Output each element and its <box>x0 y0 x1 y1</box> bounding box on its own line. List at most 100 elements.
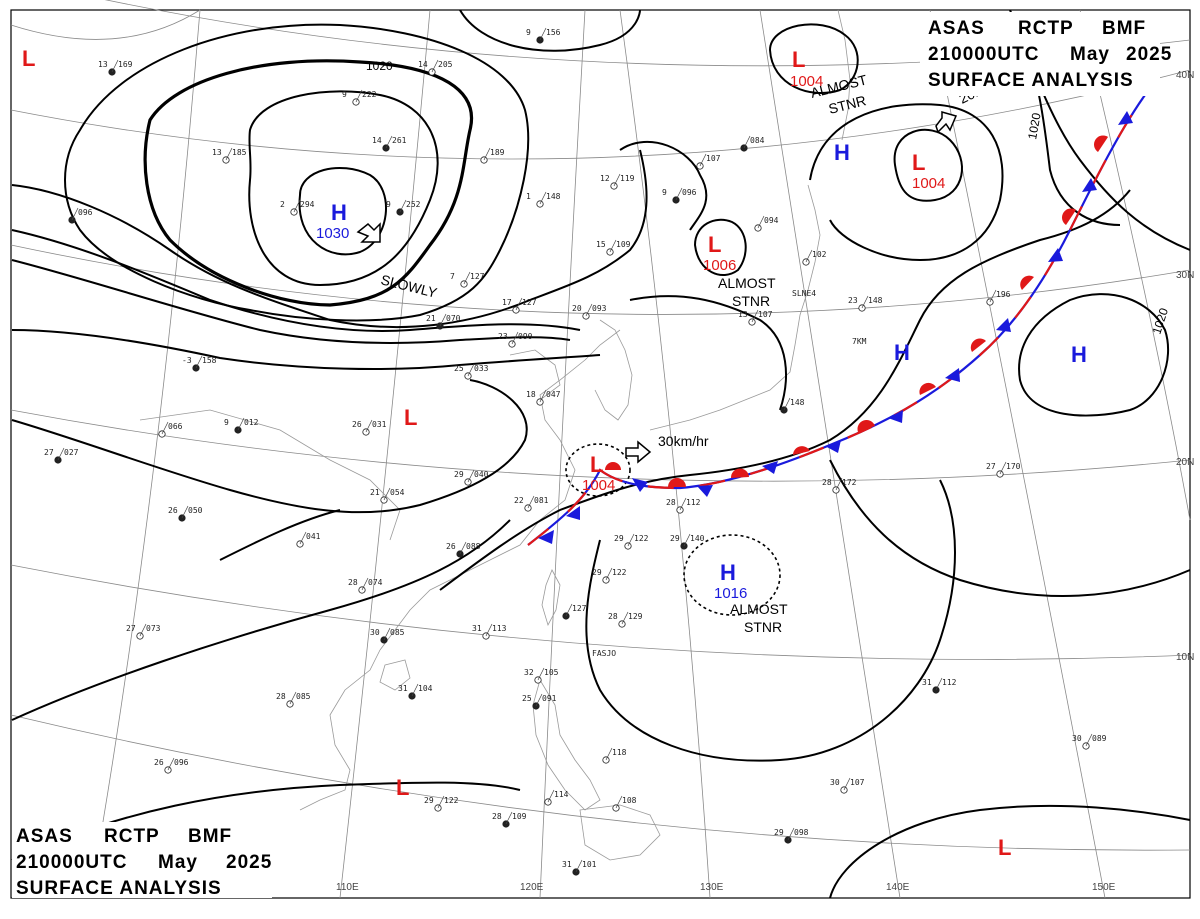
longitude-line-110e <box>339 9 431 899</box>
station-temperature: 20 <box>572 304 582 313</box>
station-temperature: 1 <box>526 192 531 201</box>
high-center-1016: H <box>720 560 736 585</box>
cold-triangle <box>1118 111 1133 125</box>
station-temperature: 29 <box>774 828 784 837</box>
cold-triangle <box>1082 178 1097 192</box>
station-pressure: 172 <box>842 478 857 487</box>
front-line-warm <box>527 94 1146 546</box>
low-center-se: L <box>998 835 1011 860</box>
station-wind-barb <box>1085 733 1093 747</box>
station-pressure: 101 <box>582 860 597 869</box>
station-pressure: 109 <box>616 240 631 249</box>
station-plot: 096 <box>68 207 93 224</box>
warm-front-symbols <box>605 135 1108 487</box>
cold-triangle <box>888 410 903 423</box>
station-wind-barb <box>439 313 447 327</box>
header-top-bmf: BMF <box>1102 18 1146 39</box>
station-wind-barb <box>467 363 475 377</box>
station-temperature: 27 <box>44 448 54 457</box>
station-pressure: 096 <box>174 758 189 767</box>
station-wind-barb <box>843 777 851 791</box>
ship-label-7km: 7KM <box>852 337 867 346</box>
coast-indochina <box>299 649 381 811</box>
station-pressure: 122 <box>634 534 649 543</box>
lat-label-40n: 40N <box>1176 70 1194 81</box>
station-wind-barb <box>459 541 467 555</box>
station-pressure: 074 <box>368 578 383 587</box>
header-bottom-bmf: BMF <box>188 826 232 847</box>
station-wind-barb <box>787 827 795 841</box>
station-wind-barb <box>621 611 629 625</box>
pressure-systems: H 1030 L 1004 L 1004 L 1006 L 1004 H 101… <box>22 46 1087 860</box>
station-plot: 23 148 <box>848 295 883 312</box>
station-pressure: 107 <box>706 154 721 163</box>
isobar-se <box>829 459 1191 598</box>
station-wind-barb <box>161 421 169 435</box>
station-temperature: 15 <box>596 240 606 249</box>
station-plot: 23 090 <box>498 331 533 348</box>
station-temperature: 29 <box>424 796 434 805</box>
note-30kmhr: 30km/hr <box>658 433 709 449</box>
lat-label-10n: 10N <box>1176 652 1194 663</box>
station-pressure: 088 <box>466 542 481 551</box>
high-center-jp-south: H <box>894 340 910 365</box>
station-wind-barb <box>751 309 759 323</box>
station-plot: 25 033 <box>454 363 489 380</box>
station-plot: 084 <box>740 135 765 152</box>
ship-label-fasjo: FASJO <box>592 649 616 658</box>
low-center-north: L <box>792 47 805 72</box>
station-plot: 127 <box>562 603 587 620</box>
station-plot: 102 <box>802 249 827 266</box>
station-temperature: 13 <box>212 148 222 157</box>
station-plot: 28 129 <box>608 611 643 628</box>
station-pressure: 169 <box>118 60 133 69</box>
coast-hainan <box>379 659 411 691</box>
high-pressure-1016: 1016 <box>714 585 747 602</box>
station-temperature: 17 <box>502 298 512 307</box>
cold-triangle <box>632 478 648 492</box>
station-pressure: 109 <box>512 812 527 821</box>
warm-bump <box>919 382 936 395</box>
station-pressure: 122 <box>444 796 459 805</box>
station-pressure: 205 <box>438 60 453 69</box>
isobar-1020-north <box>143 59 474 307</box>
station-plot: 31 112 <box>922 677 957 694</box>
station-wind-barb <box>615 795 623 809</box>
station-plot: 26 096 <box>154 757 189 774</box>
station-plot: 29 140 <box>670 533 705 550</box>
isobar-west-south <box>11 379 528 514</box>
cold-front-symbols <box>538 111 1133 544</box>
station-pressure: 170 <box>1006 462 1021 471</box>
station-wind-barb <box>613 173 621 187</box>
station-temperature: 23 <box>848 296 858 305</box>
station-pressure: 122 <box>612 568 627 577</box>
station-wind-barb <box>299 531 307 545</box>
station-temperature: 14 <box>372 136 382 145</box>
cold-triangle <box>945 368 960 382</box>
header-bottom-time: 210000UTC <box>16 852 127 873</box>
station-wind-barb <box>565 603 573 617</box>
station-plot: 29 122 <box>424 795 459 812</box>
cold-triangle <box>566 506 580 520</box>
station-wind-barb <box>505 811 513 825</box>
longitude-line-90e <box>10 9 201 40</box>
station-plot: 27 073 <box>126 623 161 640</box>
station-temperature: 31 <box>922 678 932 687</box>
station-pressure: 089 <box>1092 734 1107 743</box>
station-plot: 27 027 <box>44 447 79 464</box>
warm-bump <box>730 468 749 478</box>
cold-triangle <box>1048 248 1063 262</box>
station-wind-barb <box>805 249 813 263</box>
station-wind-barb <box>537 667 545 681</box>
station-pressure: 140 <box>690 534 705 543</box>
station-plot: 21 054 <box>370 487 405 504</box>
coastlines <box>139 9 851 861</box>
station-plot: 28 074 <box>348 577 383 594</box>
graticule-labels: 40N 30N 20N 10N 110E 120E 130E 140E 150E <box>336 70 1194 893</box>
station-pressure: 261 <box>392 136 407 145</box>
cold-triangle <box>538 530 554 544</box>
header-bottom-year: 2025 <box>226 852 272 873</box>
station-pressure: 252 <box>406 200 421 209</box>
station-pressure: 107 <box>850 778 865 787</box>
station-temperature: 31 <box>472 624 482 633</box>
